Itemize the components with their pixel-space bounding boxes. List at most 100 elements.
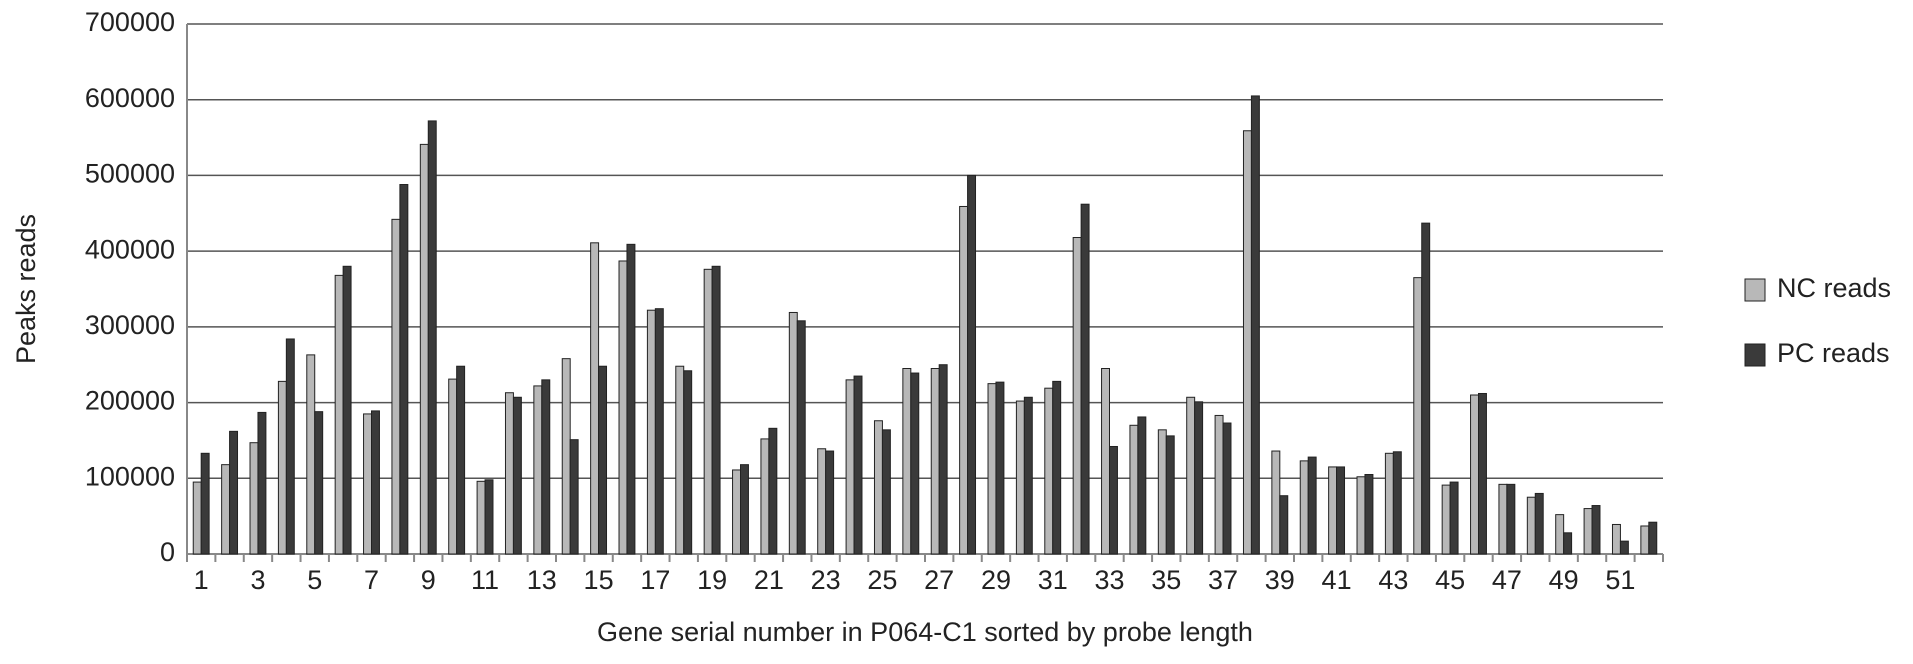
bar bbox=[987, 383, 997, 555]
x-tick-label: 25 bbox=[867, 565, 897, 595]
bar bbox=[200, 452, 210, 555]
bar bbox=[342, 265, 352, 555]
bar bbox=[598, 365, 608, 555]
bar bbox=[1080, 203, 1090, 555]
y-axis-title: Peaks reads bbox=[11, 214, 41, 364]
bar bbox=[930, 368, 940, 555]
bar bbox=[1052, 380, 1062, 555]
bar bbox=[314, 411, 324, 555]
bar bbox=[1194, 401, 1204, 555]
bar bbox=[257, 411, 267, 555]
bar bbox=[1101, 368, 1111, 555]
bar bbox=[1470, 394, 1480, 555]
bar bbox=[1214, 414, 1224, 555]
bar bbox=[569, 439, 579, 555]
bar bbox=[1165, 435, 1175, 555]
bar bbox=[618, 260, 628, 555]
bar bbox=[760, 438, 770, 555]
bar bbox=[646, 309, 656, 555]
bar bbox=[1279, 495, 1289, 555]
bar bbox=[1137, 416, 1147, 555]
bar bbox=[1109, 445, 1118, 555]
bar bbox=[845, 379, 855, 555]
bar bbox=[675, 365, 685, 555]
bar bbox=[391, 218, 401, 555]
bar bbox=[533, 385, 543, 555]
bar bbox=[1478, 392, 1487, 555]
bar bbox=[1157, 429, 1167, 555]
bar bbox=[1441, 484, 1451, 555]
bar bbox=[902, 368, 912, 555]
bar bbox=[1015, 400, 1025, 555]
x-tick-label: 3 bbox=[250, 565, 265, 595]
x-tick-label: 49 bbox=[1549, 565, 1579, 595]
bar bbox=[1591, 505, 1601, 555]
x-tick-label: 23 bbox=[811, 565, 841, 595]
x-tick-label: 11 bbox=[471, 565, 499, 595]
bar bbox=[249, 442, 259, 555]
bar bbox=[399, 184, 409, 555]
bar bbox=[654, 308, 664, 555]
bar bbox=[590, 242, 600, 555]
bar bbox=[1534, 492, 1544, 555]
bar bbox=[1413, 277, 1423, 555]
bar bbox=[938, 364, 948, 555]
bar bbox=[427, 120, 437, 555]
x-tick-label: 41 bbox=[1322, 565, 1352, 595]
bar bbox=[711, 265, 721, 555]
x-tick-label: 1 bbox=[194, 565, 209, 595]
bar bbox=[1072, 237, 1082, 555]
bar bbox=[817, 448, 827, 555]
bar bbox=[229, 430, 239, 555]
y-tick-label: 100000 bbox=[85, 461, 175, 491]
bar bbox=[285, 338, 295, 555]
bar bbox=[796, 320, 806, 555]
bar bbox=[561, 358, 571, 555]
bar bbox=[1648, 521, 1658, 555]
bar bbox=[221, 464, 231, 555]
bar bbox=[1242, 130, 1252, 555]
x-axis-title: Gene serial number in P064-C1 sorted by … bbox=[597, 617, 1253, 647]
bar bbox=[1640, 525, 1650, 555]
y-tick-label: 0 bbox=[160, 537, 175, 567]
bar bbox=[1506, 483, 1516, 555]
x-tick-label: 17 bbox=[640, 565, 670, 595]
bar bbox=[1044, 387, 1054, 555]
bar bbox=[541, 379, 551, 555]
bar bbox=[1364, 474, 1374, 555]
x-tick-label: 7 bbox=[364, 565, 379, 595]
bar bbox=[1271, 450, 1281, 555]
bar bbox=[1555, 514, 1565, 555]
x-tick-label: 35 bbox=[1151, 565, 1181, 595]
bar bbox=[484, 479, 494, 555]
bar bbox=[277, 380, 287, 555]
bar bbox=[768, 427, 778, 555]
x-tick-label: 9 bbox=[421, 565, 436, 595]
bar bbox=[910, 372, 920, 555]
x-tick-label: 51 bbox=[1605, 565, 1635, 595]
bar bbox=[853, 375, 863, 555]
bar bbox=[1421, 222, 1431, 555]
x-tick-label: 13 bbox=[527, 565, 557, 595]
bar bbox=[873, 420, 883, 555]
legend-label: PC reads bbox=[1777, 338, 1890, 368]
x-tick-label: 27 bbox=[924, 565, 954, 595]
x-tick-label: 19 bbox=[697, 565, 727, 595]
y-tick-label: 200000 bbox=[85, 386, 175, 416]
bar bbox=[1392, 451, 1402, 555]
bar bbox=[1250, 95, 1260, 555]
bar bbox=[881, 429, 891, 555]
bar bbox=[448, 378, 458, 555]
x-tick-label: 15 bbox=[584, 565, 614, 595]
bar bbox=[1356, 476, 1366, 555]
bar bbox=[419, 143, 429, 555]
x-tick-label: 47 bbox=[1492, 565, 1522, 595]
x-tick-label: 29 bbox=[981, 565, 1011, 595]
bar bbox=[1222, 422, 1232, 555]
bar bbox=[959, 205, 969, 555]
bar bbox=[1526, 496, 1536, 555]
bar bbox=[1186, 396, 1196, 555]
x-tick-label: 45 bbox=[1435, 565, 1465, 595]
bar bbox=[306, 354, 316, 555]
